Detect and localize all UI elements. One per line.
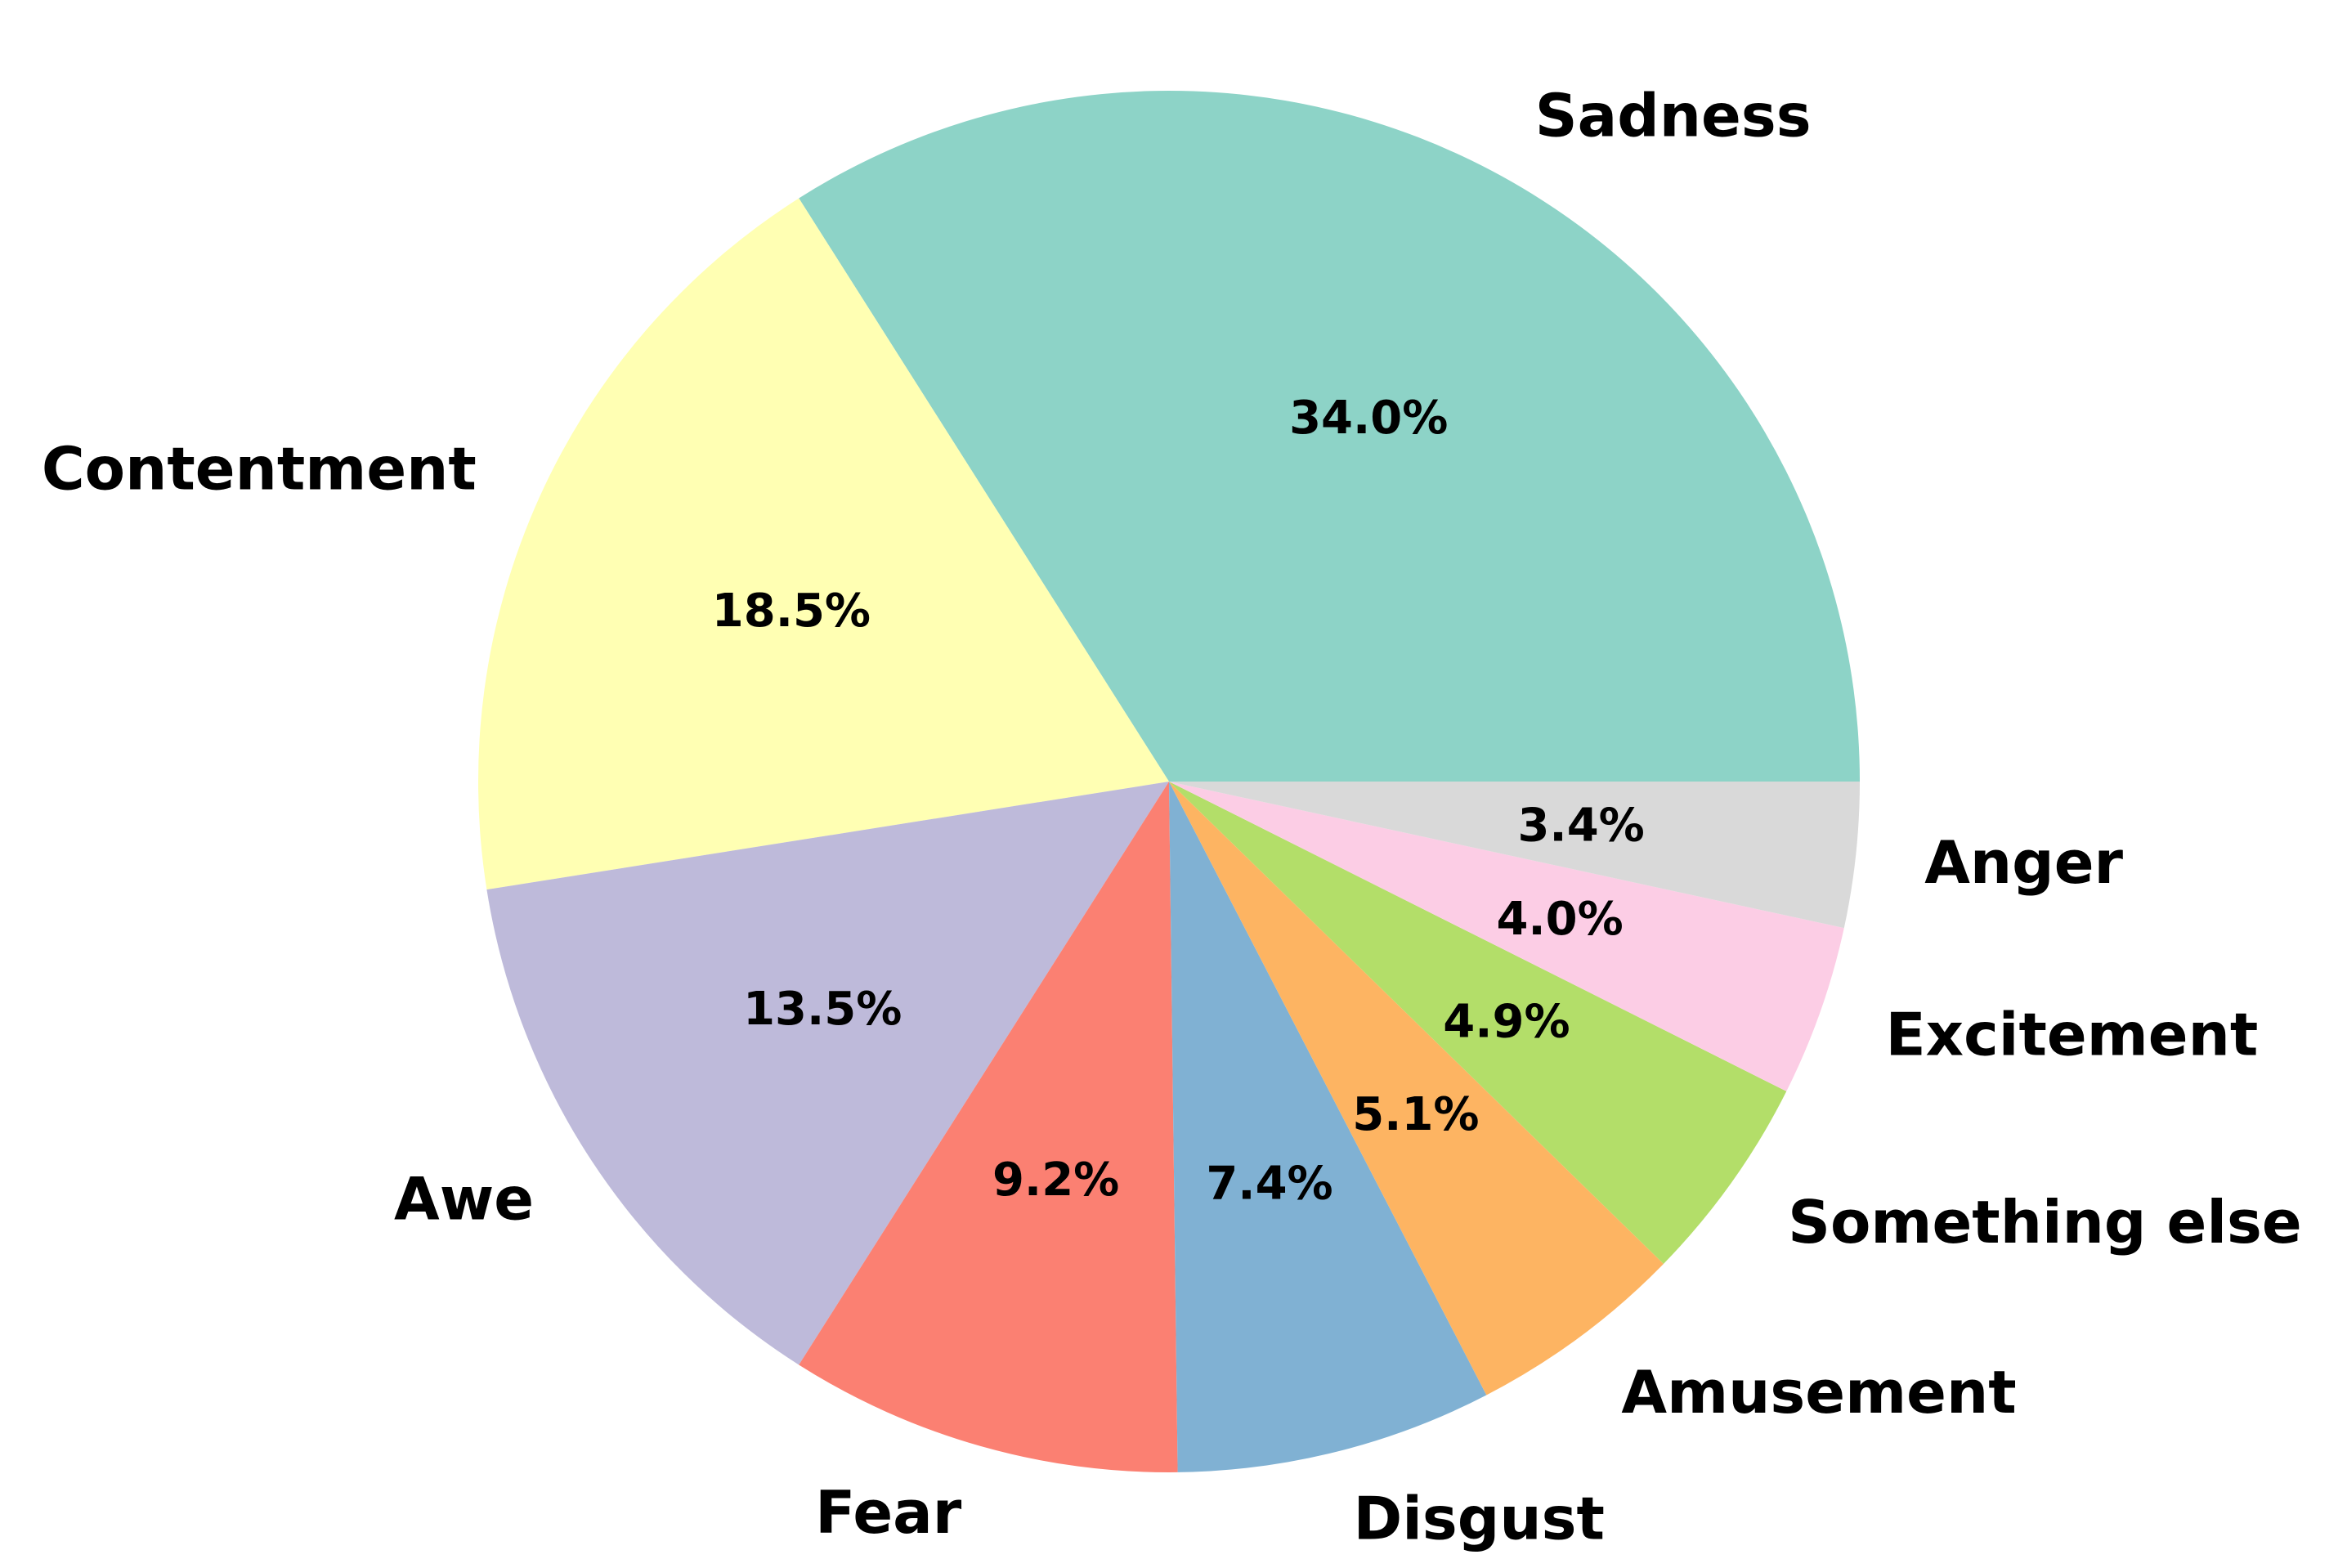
category-label-something-else: Something else xyxy=(1788,1188,2302,1257)
category-label-disgust: Disgust xyxy=(1353,1485,1604,1553)
pie-slice-disgust xyxy=(1169,782,1487,1472)
category-label-anger: Anger xyxy=(1924,828,2123,897)
pie-slice-sadness xyxy=(799,90,1861,782)
category-label-excitement: Excitement xyxy=(1886,1000,2259,1068)
pct-label-anger: 3.4% xyxy=(1517,800,1644,853)
pct-label-awe: 13.5% xyxy=(743,983,902,1036)
category-label-awe: Awe xyxy=(394,1164,534,1233)
pie-slice-excitement xyxy=(1169,782,1844,1091)
pie-slices xyxy=(478,90,1861,1472)
pct-label-something-else: 4.9% xyxy=(1443,996,1570,1049)
pct-label-sadness: 34.0% xyxy=(1289,392,1448,445)
pie-slice-awe xyxy=(486,782,1169,1365)
pct-label-disgust: 7.4% xyxy=(1206,1157,1332,1210)
category-label-fear: Fear xyxy=(815,1478,962,1547)
pie-slice-amusement xyxy=(1169,782,1664,1396)
category-labels: Sadness Contentment Awe Fear DisgustAmusemen… xyxy=(42,81,2302,1552)
pct-label-excitement: 4.0% xyxy=(1496,893,1623,946)
pie-slice-anger xyxy=(1169,782,1860,929)
pie-slice-contentment xyxy=(478,198,1169,890)
pie-slice-fear xyxy=(799,782,1178,1472)
category-label-sadness: Sadness xyxy=(1535,81,1812,150)
pct-label-fear: 9.2% xyxy=(992,1154,1119,1207)
category-label-amusement: Amusement xyxy=(1621,1358,2016,1427)
pie-slice-something-else xyxy=(1169,782,1787,1264)
pct-label-amusement: 5.1% xyxy=(1352,1088,1479,1141)
pct-label-contentment: 18.5% xyxy=(712,585,871,638)
percentage-labels: 34.0% 18.5% 13.5% 9.2% 7.4% 5.1% 4.9% 4.0% 3.4% xyxy=(712,392,1645,1210)
category-label-contentment: Contentment xyxy=(42,434,477,503)
